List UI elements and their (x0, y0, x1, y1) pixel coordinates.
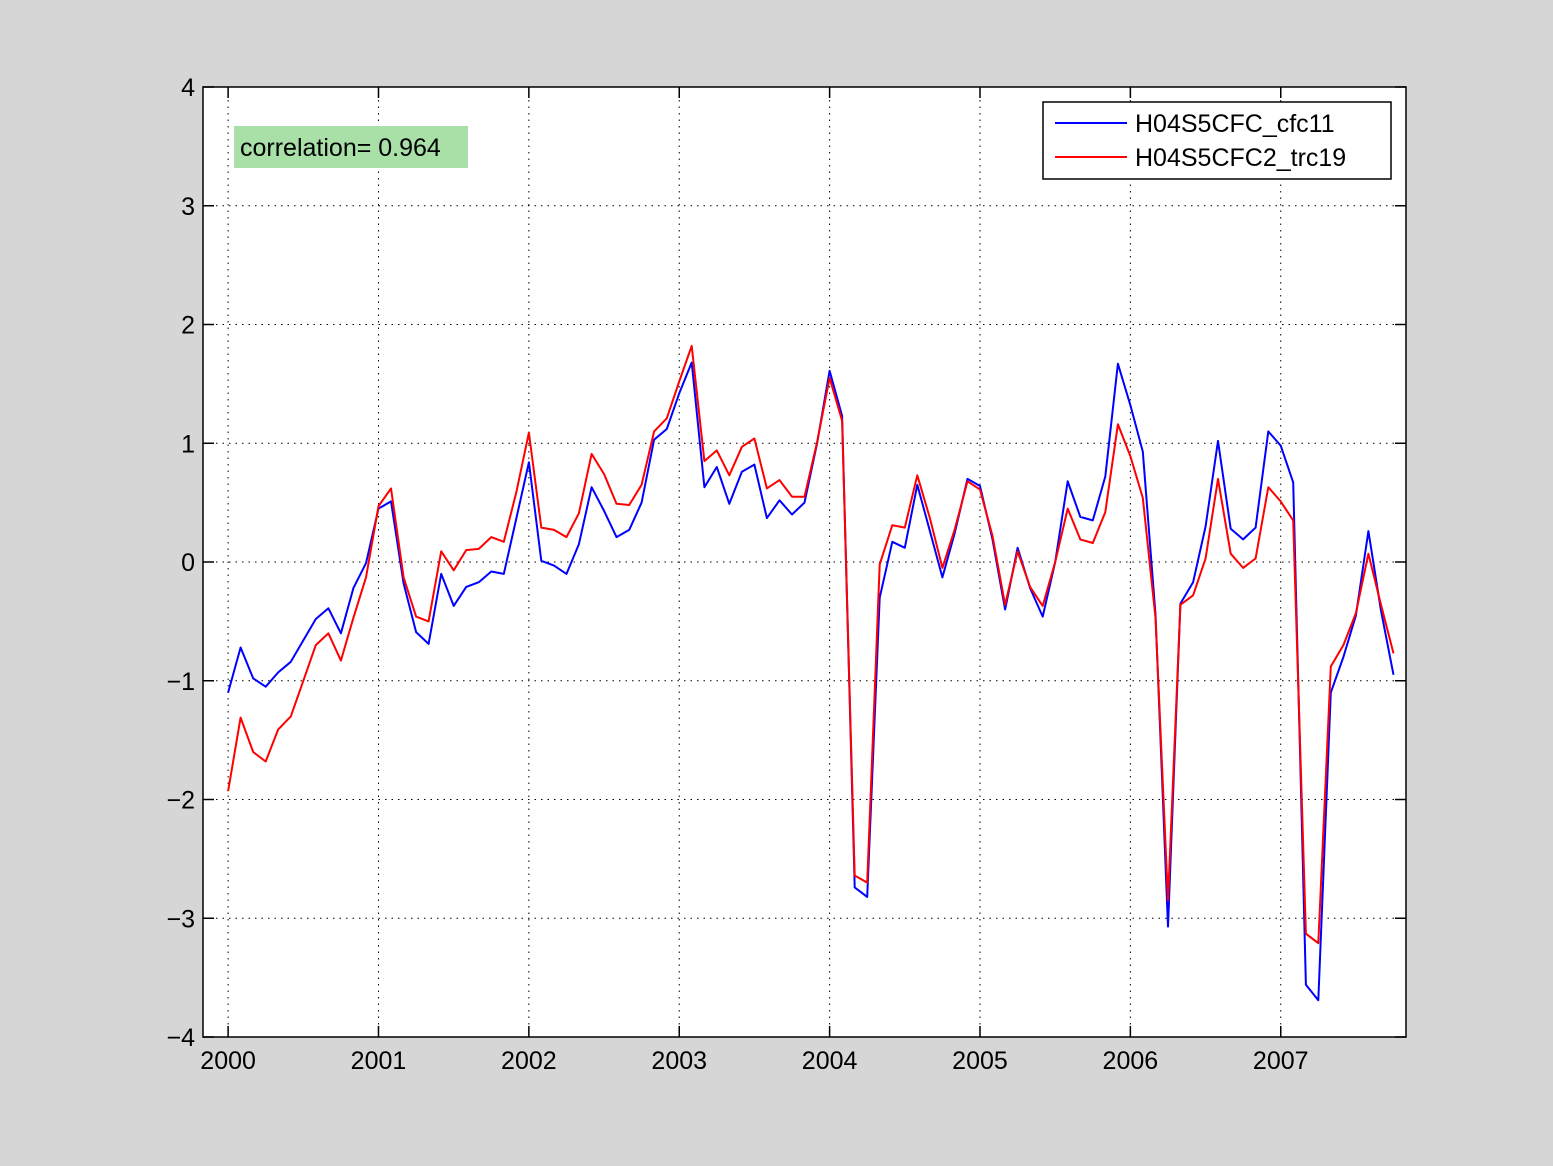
x-tick-label: 2007 (1253, 1047, 1309, 1075)
y-tick-label: 4 (181, 74, 195, 102)
axis-ticks: 2000 2001 2002 2003 2004 2005 2006 2007 −4 −3 −2 −1… (166, 74, 1406, 1075)
legend: H04S5CFC_cfc11 H04S5CFC2_trc19 (1042, 101, 1392, 180)
annotation-background (234, 126, 468, 168)
y-tick-label: 2 (181, 312, 195, 340)
y-tick-label: 0 (181, 549, 195, 577)
y-tick-label: −2 (166, 787, 195, 815)
axes-background (203, 87, 1406, 1037)
x-tick-label: 2006 (1103, 1047, 1159, 1075)
series-line-trc19 (227, 344, 1395, 945)
legend-label-trc19: H04S5CFC2_trc19 (1135, 144, 1346, 172)
x-tick-label: 2000 (200, 1047, 256, 1075)
y-tick-label: 3 (181, 193, 195, 221)
legend-label-cfc11: H04S5CFC_cfc11 (1135, 110, 1335, 138)
y-tick-label: −1 (166, 668, 195, 696)
legend-box (1042, 101, 1392, 180)
x-tick-label: 2005 (952, 1047, 1008, 1075)
x-tick-label: 2002 (501, 1047, 557, 1075)
y-tick-label: 1 (181, 430, 195, 458)
annotation-text: correlation= 0.964 (240, 134, 441, 162)
x-tick-label: 2003 (651, 1047, 707, 1075)
y-tick-label: −3 (166, 905, 195, 933)
y-tick-label: −4 (166, 1024, 195, 1052)
correlation-annotation: correlation= 0.964 (234, 126, 468, 168)
x-tick-label: 2004 (802, 1047, 858, 1075)
data-series (227, 344, 1395, 1002)
x-tick-label: 2001 (351, 1047, 407, 1075)
